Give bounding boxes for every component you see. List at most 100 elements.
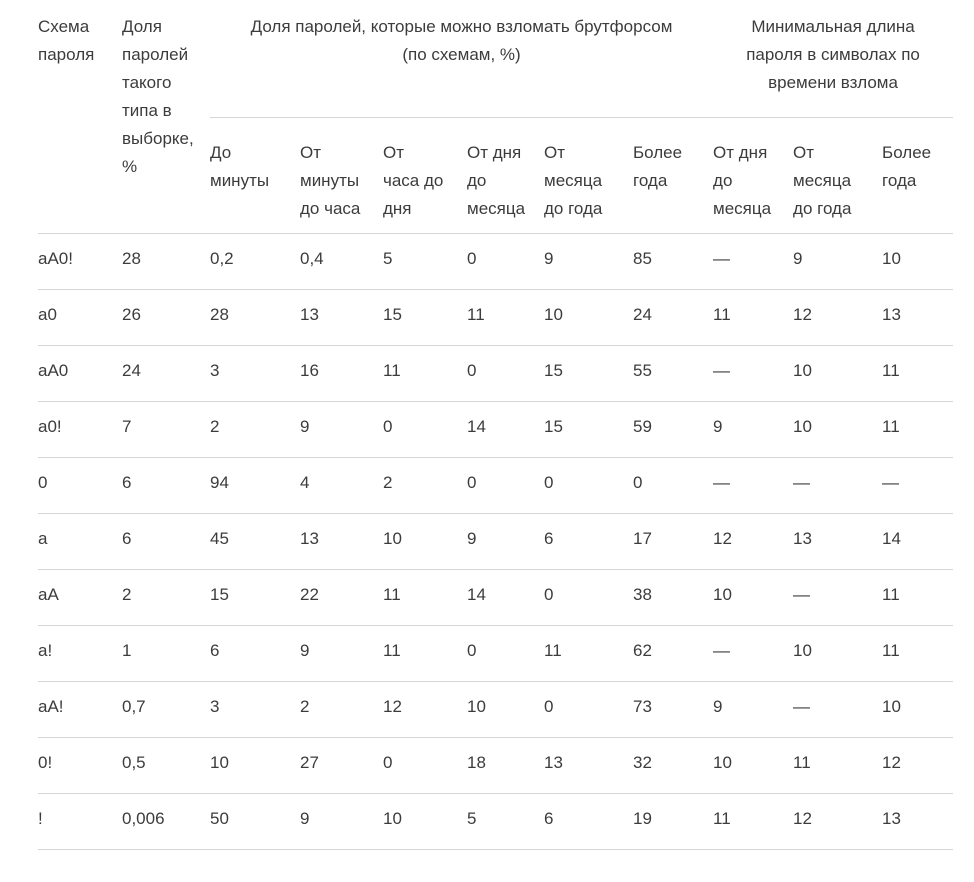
crack-share-cell: 4 [300, 456, 383, 513]
crack-share-cell: 9 [300, 624, 383, 681]
group-header-crack-share: Доля паролей, которые можно взломать бру… [210, 0, 714, 118]
crack-share-cell: 24 [633, 288, 714, 345]
table-row: a 6 45 13 10 9 6 17 12 13 14 [38, 512, 954, 569]
crack-share-cell: 0 [544, 680, 633, 737]
min-length-cell: 10 [793, 400, 883, 457]
column-header-share: Доля паролей такого типа в выборке, % [122, 17, 194, 176]
min-length-cell: 10 [793, 624, 883, 681]
min-length-cell: — [713, 456, 794, 513]
subheader-crack-minute-hour: От минуты до часа [300, 142, 361, 218]
crack-share-cell: 0 [544, 456, 633, 513]
crack-share-cell: 15 [544, 400, 633, 457]
crack-share-cell: 17 [633, 512, 714, 569]
crack-share-cell: 22 [300, 568, 383, 625]
crack-share-cell: 9 [300, 400, 383, 457]
table-row: aA 2 15 22 11 14 0 38 10—11 [38, 568, 954, 625]
crack-share-cell: 45 [210, 512, 300, 569]
crack-share-cell: 10 [383, 792, 467, 850]
min-length-cell: 11 [882, 624, 954, 681]
min-length-cell: — [793, 456, 883, 513]
sample-share-cell: 2 [122, 568, 210, 625]
crack-share-cell: 15 [210, 568, 300, 625]
min-length-cell: — [713, 232, 794, 289]
crack-share-cell: 0 [467, 456, 544, 513]
min-length-cell: 12 [793, 792, 883, 850]
crack-share-cell: 9 [467, 512, 544, 569]
password-scheme-cell: aA0 [38, 344, 122, 401]
subheader-minlen-day-month: От дня до месяца [713, 142, 772, 218]
min-length-cell: 12 [713, 512, 794, 569]
crack-share-cell: 55 [633, 344, 714, 401]
crack-share-cell: 0 [467, 344, 544, 401]
crack-share-cell: 18 [467, 736, 544, 793]
table-row: 0 6 94 4 2 0 0 0— — — [38, 456, 954, 513]
min-length-cell: 12 [793, 288, 883, 345]
password-scheme-cell: a0 [38, 288, 122, 345]
crack-share-cell: 3 [210, 680, 300, 737]
crack-share-cell: 50 [210, 792, 300, 850]
min-length-cell: — [793, 680, 883, 737]
password-scheme-cell: ! [38, 792, 122, 850]
crack-share-cell: 2 [383, 456, 467, 513]
crack-share-cell: 13 [300, 288, 383, 345]
crack-share-cell: 14 [467, 400, 544, 457]
table-row: a! 1 6 9 11 0 11 62—10 11 [38, 624, 954, 681]
crack-share-cell: 85 [633, 232, 714, 289]
table-body: aA0! 28 0,2 0,4 5 0 9 85—9 10 a0 26 28 13 15 11 10 24 11 1… [38, 232, 954, 850]
min-length-cell: 13 [882, 792, 954, 850]
crack-share-cell: 15 [383, 288, 467, 345]
crack-share-cell: 32 [633, 736, 714, 793]
password-scheme-cell: a! [38, 624, 122, 681]
table-header: Схема пароля Доля паролей такого типа в … [38, 0, 954, 233]
min-length-cell: 10 [882, 232, 954, 289]
crack-share-cell: 13 [300, 512, 383, 569]
crack-share-cell: 12 [383, 680, 467, 737]
password-scheme-cell: aA! [38, 680, 122, 737]
subheader-crack-day-month: От дня до месяца [467, 142, 526, 218]
crack-share-cell: 14 [467, 568, 544, 625]
table-row: a0 26 28 13 15 11 10 24 11 12 13 [38, 288, 954, 345]
password-table-container: Схема пароля Доля паролей такого типа в … [38, 0, 954, 850]
min-length-cell: 10 [713, 568, 794, 625]
crack-share-cell: 2 [210, 400, 300, 457]
crack-share-cell: 10 [544, 288, 633, 345]
group-header-min-length: Минимальная длина пароля в символах по в… [713, 0, 954, 118]
min-length-cell: — [793, 568, 883, 625]
crack-share-cell: 0 [544, 568, 633, 625]
crack-share-cell: 15 [544, 344, 633, 401]
crack-share-cell: 11 [383, 624, 467, 681]
min-length-cell: 10 [713, 736, 794, 793]
sample-share-cell: 6 [122, 512, 210, 569]
subheader-crack-over-year: Более года [633, 142, 683, 190]
crack-share-cell: 6 [544, 792, 633, 850]
crack-share-cell: 10 [383, 512, 467, 569]
min-length-cell: — [882, 456, 954, 513]
min-length-cell: 11 [882, 344, 954, 401]
table-row: a0! 7 2 9 0 14 15 59 9 10 11 [38, 400, 954, 457]
crack-share-cell: 6 [544, 512, 633, 569]
subheader-crack-under-minute: До минуты [210, 142, 270, 190]
min-length-cell: 11 [882, 568, 954, 625]
min-length-cell: 11 [713, 288, 794, 345]
subheader-crack-month-year: От месяца до года [544, 142, 603, 218]
subheader-minlen-month-year: От месяца до года [793, 142, 852, 218]
password-scheme-cell: a0! [38, 400, 122, 457]
min-length-cell: 13 [882, 288, 954, 345]
sample-share-cell: 6 [122, 456, 210, 513]
min-length-cell: 14 [882, 512, 954, 569]
table-row: aA0! 28 0,2 0,4 5 0 9 85—9 10 [38, 232, 954, 289]
password-scheme-cell: 0! [38, 736, 122, 793]
crack-share-cell: 59 [633, 400, 714, 457]
crack-share-cell: 11 [467, 288, 544, 345]
sample-share-cell: 26 [122, 288, 210, 345]
min-length-cell: 13 [793, 512, 883, 569]
crack-share-cell: 73 [633, 680, 714, 737]
crack-share-cell: 2 [300, 680, 383, 737]
min-length-cell: 10 [882, 680, 954, 737]
crack-share-cell: 0 [467, 624, 544, 681]
crack-share-cell: 38 [633, 568, 714, 625]
password-scheme-cell: 0 [38, 456, 122, 513]
password-crack-table: Схема пароля Доля паролей такого типа в … [38, 0, 954, 850]
sample-share-cell: 1 [122, 624, 210, 681]
min-length-cell: 10 [793, 344, 883, 401]
